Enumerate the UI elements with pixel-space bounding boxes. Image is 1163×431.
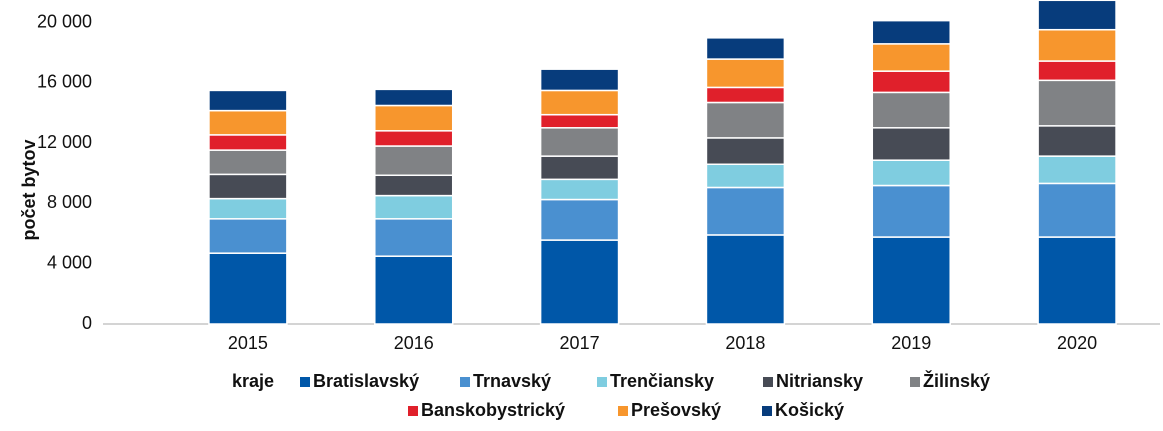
x-tick-label: 2015 (228, 333, 268, 353)
bar-segment (705, 101, 786, 139)
y-tick-label: 8 000 (47, 192, 92, 212)
legend-label: Žilinský (923, 370, 990, 391)
bar-segment (539, 127, 620, 157)
y-tick-label: 4 000 (47, 252, 92, 272)
legend-label: Bratislavský (313, 371, 419, 391)
bar-segment (705, 58, 786, 89)
legend-label: Banskobystrický (421, 400, 565, 420)
y-tick-label: 12 000 (37, 132, 92, 152)
bar-segment (374, 255, 454, 325)
bar-segment (1037, 79, 1117, 127)
x-tick-label: 2016 (394, 333, 434, 353)
bar-segment (871, 159, 951, 187)
bar-segment (705, 86, 786, 104)
legend-swatch (408, 406, 418, 416)
bar-segment (871, 91, 951, 129)
bar-segment (871, 19, 951, 45)
bar-segment (1037, 236, 1117, 325)
bar-segment (871, 70, 951, 94)
legend-label: Košický (775, 400, 844, 420)
bar-segment (539, 89, 620, 116)
bar-segment (539, 68, 620, 92)
legend-label: Trnavský (473, 371, 551, 391)
bar-segment (208, 252, 288, 325)
legend-label: Nitriansky (776, 371, 863, 391)
bar-segment (374, 174, 454, 197)
legend-swatch (910, 377, 920, 387)
legend-label: Prešovský (631, 400, 721, 420)
bar-segment (208, 218, 288, 254)
bar-segment (374, 218, 454, 257)
bar-segment (871, 236, 951, 325)
bar-segment (208, 89, 288, 112)
bar-segment (539, 198, 620, 241)
bar-segment (705, 137, 786, 166)
bar-segment (1037, 28, 1117, 62)
legend-swatch (597, 377, 607, 387)
legend-label: Trenčiansky (610, 371, 714, 391)
x-tick-label: 2020 (1057, 333, 1097, 353)
bar-segment (1037, 182, 1117, 238)
y-tick-label: 20 000 (37, 11, 92, 31)
x-tick-label: 2019 (891, 333, 931, 353)
bar-segment (871, 127, 951, 161)
bar-segment (374, 145, 454, 177)
bar-segment (539, 178, 620, 201)
bar-segment (705, 37, 786, 60)
bar-segment (1037, 125, 1117, 157)
bar-segment (374, 104, 454, 132)
bar-segment (1037, 0, 1117, 31)
bar-segment (208, 173, 288, 200)
bar-segment (374, 88, 454, 107)
bar-segment (705, 186, 786, 236)
bar-segment (208, 149, 288, 176)
bar-segment (539, 113, 620, 129)
bar-segment (374, 130, 454, 147)
bar-segment (208, 109, 288, 136)
bar-segment (374, 194, 454, 220)
y-tick-label: 0 (82, 313, 92, 333)
bar-segment (705, 234, 786, 325)
legend-title: kraje (232, 371, 274, 391)
bar-segment (539, 155, 620, 181)
bar-segment (1037, 155, 1117, 185)
bar-segment (705, 163, 786, 189)
bar-segment (208, 134, 288, 151)
legend-swatch (300, 377, 310, 387)
legend-swatch (763, 377, 773, 387)
bar-segment (539, 239, 620, 325)
bar-segment (208, 197, 288, 220)
legend-swatch (460, 377, 470, 387)
y-tick-label: 16 000 (37, 72, 92, 92)
x-tick-label: 2017 (560, 333, 600, 353)
y-axis-label: počet bytov (19, 139, 39, 240)
bar-segment (1037, 60, 1117, 82)
legend-swatch (618, 406, 628, 416)
x-tick-label: 2018 (725, 333, 765, 353)
legend-swatch (762, 406, 772, 416)
bar-segment (871, 43, 951, 72)
bar-segment (871, 184, 951, 238)
